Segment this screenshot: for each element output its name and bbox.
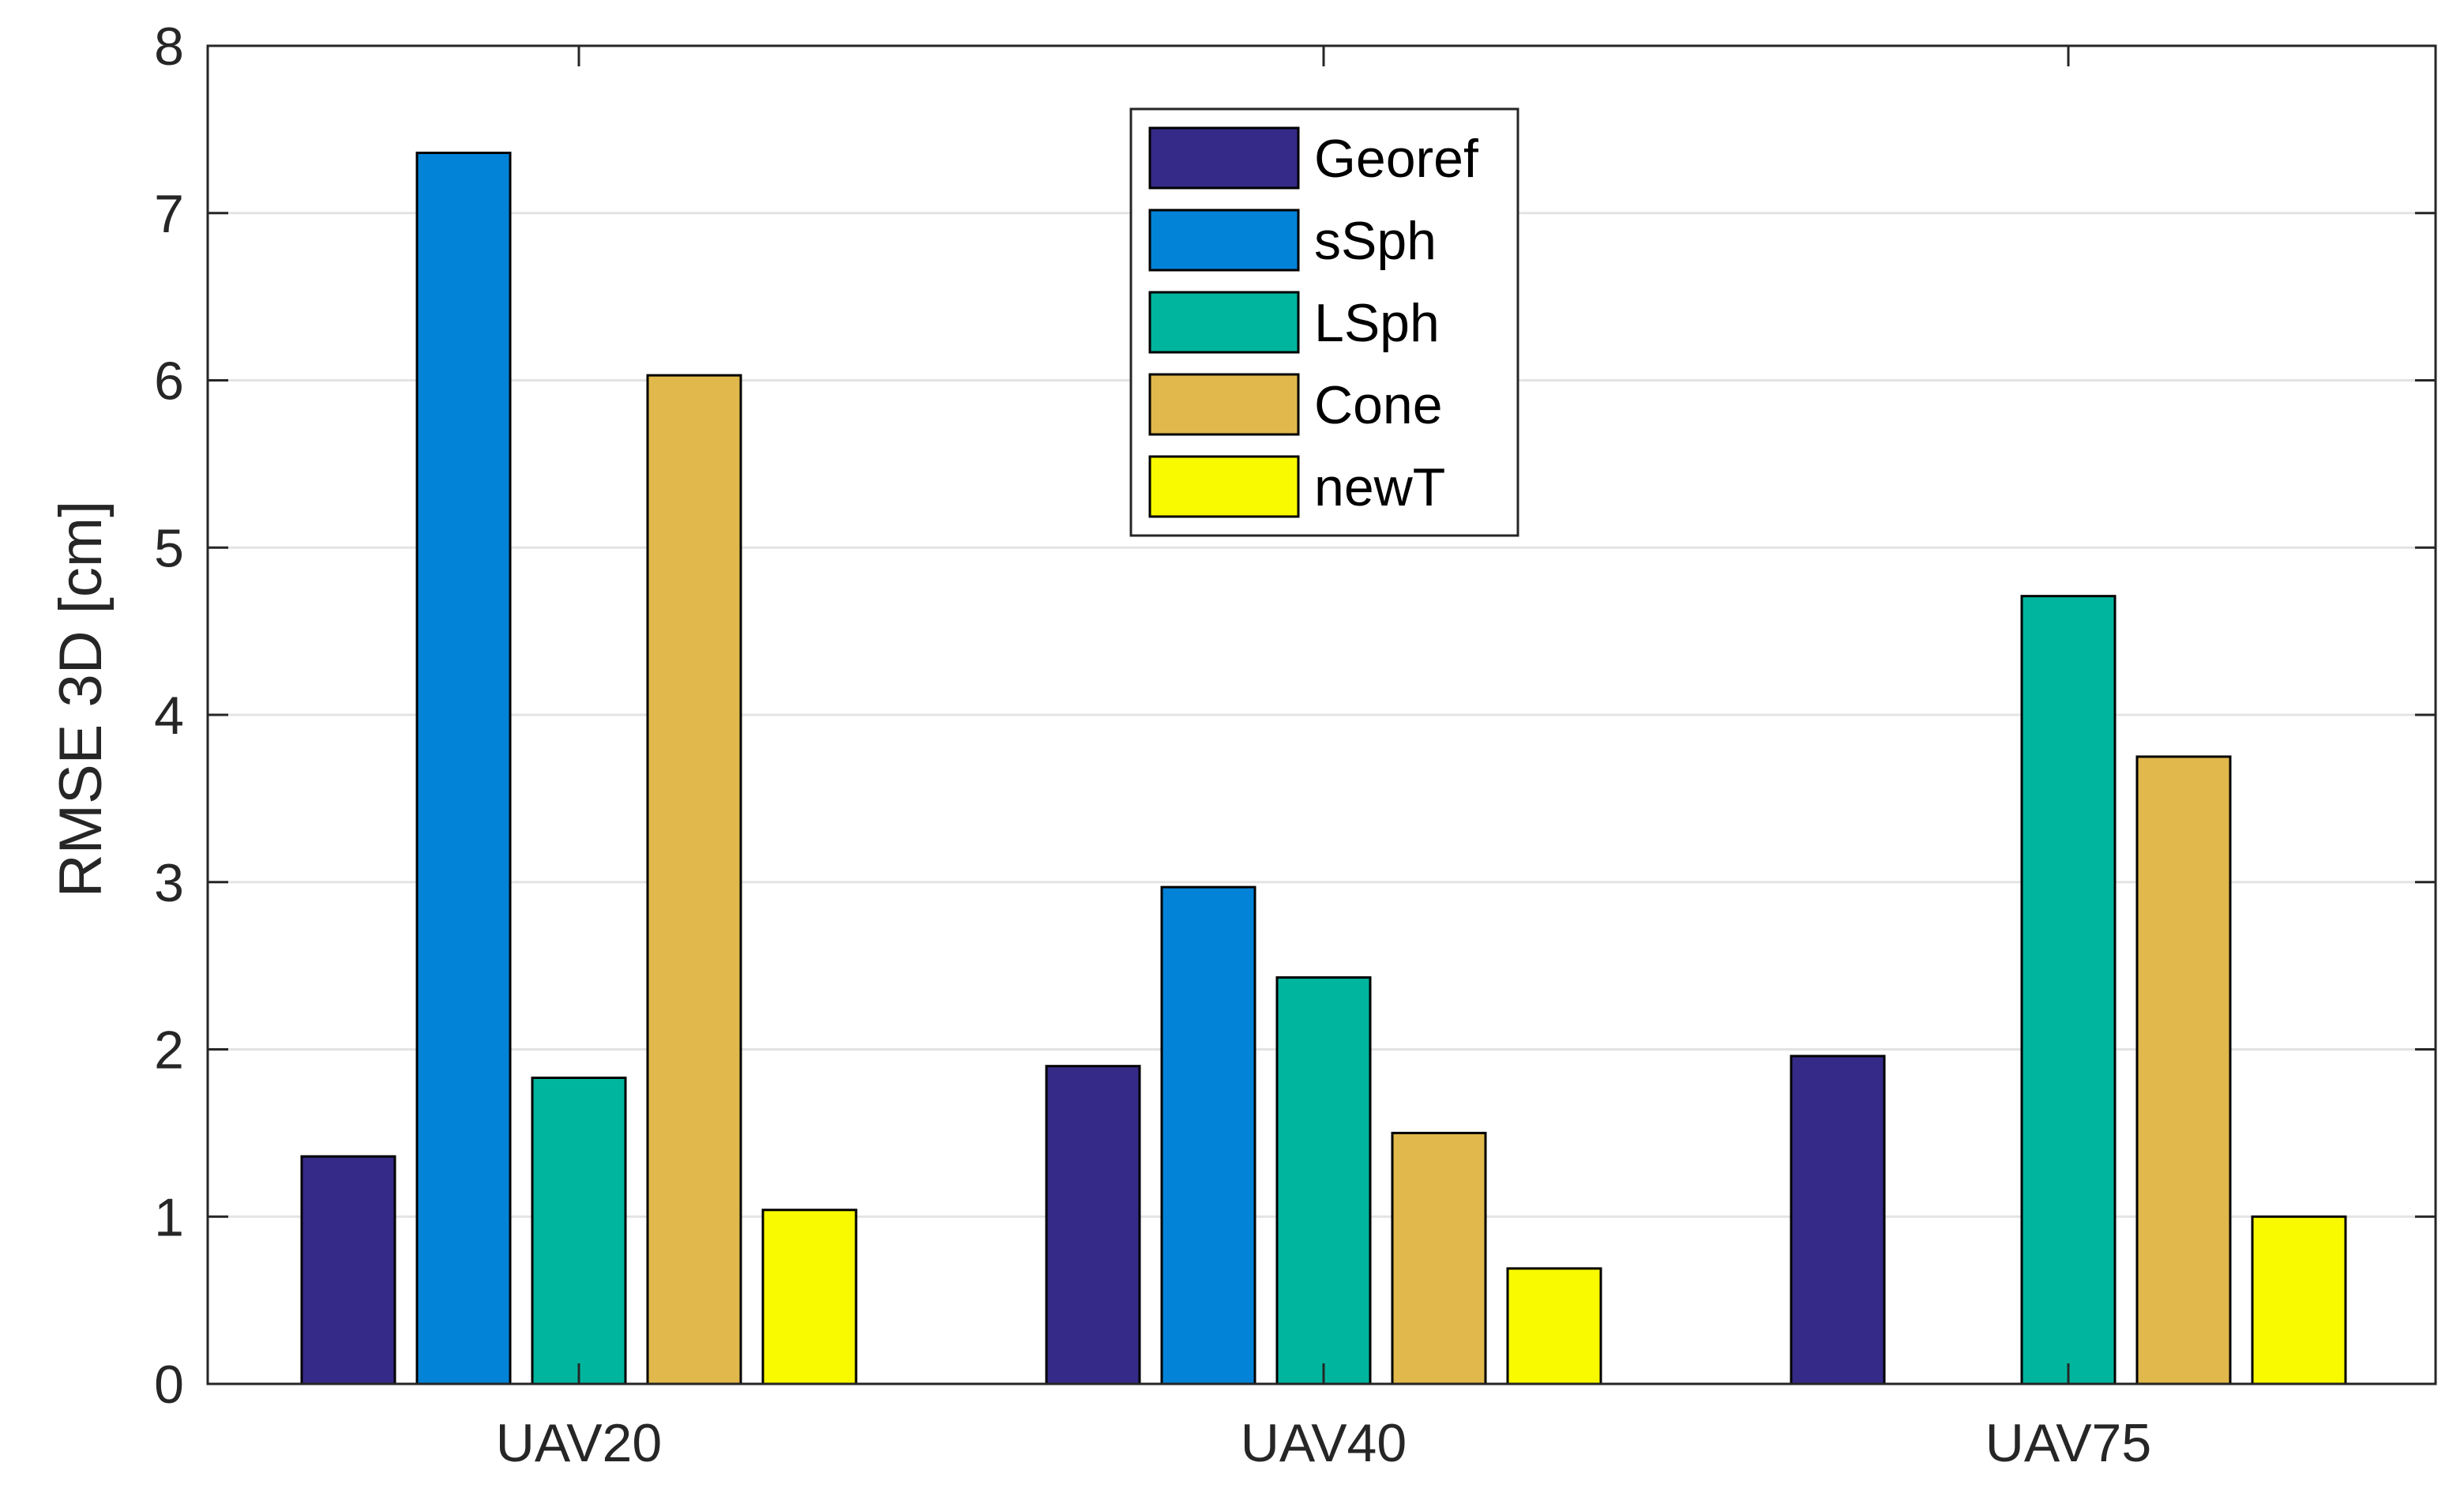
legend-label-ssph: sSph bbox=[1314, 211, 1437, 271]
bar-lsph-uav75 bbox=[2020, 595, 2117, 1385]
legend-items: Georef sSph LSph Cone newT bbox=[1148, 126, 1478, 518]
legend-label-cone: Cone bbox=[1314, 375, 1443, 435]
bar-lsph-uav40 bbox=[1275, 976, 1372, 1385]
legend-swatch-newt bbox=[1148, 455, 1300, 518]
bar-cone-uav40 bbox=[1391, 1131, 1487, 1385]
y-tick-label-4: 4 bbox=[154, 686, 184, 746]
bar-lsph-uav20 bbox=[531, 1076, 627, 1385]
legend: Georef sSph LSph Cone newT bbox=[1129, 107, 1519, 537]
x-tick-label-uav20: UAV20 bbox=[496, 1413, 662, 1473]
bar-newt-uav40 bbox=[1506, 1267, 1602, 1385]
y-axis-tick-labels: 0 1 2 3 4 5 6 7 8 bbox=[154, 17, 184, 1415]
bar-georef-uav40 bbox=[1045, 1065, 1141, 1385]
bars bbox=[300, 152, 2347, 1385]
y-tick-label-2: 2 bbox=[154, 1021, 184, 1081]
bar-newt-uav75 bbox=[2251, 1215, 2347, 1385]
y-tick-label-8: 8 bbox=[154, 17, 184, 77]
legend-label-lsph: LSph bbox=[1314, 293, 1440, 353]
x-tick-label-uav75: UAV75 bbox=[1985, 1413, 2151, 1473]
y-axis-label: RMSE 3D [cm] bbox=[47, 501, 115, 898]
x-axis-tick-labels: UAV20 UAV40 UAV75 bbox=[496, 1413, 2151, 1473]
y-tick-label-7: 7 bbox=[154, 184, 184, 244]
axis-ticks bbox=[208, 44, 2436, 1385]
bar-ssph-uav20 bbox=[415, 152, 512, 1385]
legend-swatch-ssph bbox=[1148, 209, 1300, 272]
bar-ssph-uav40 bbox=[1160, 885, 1256, 1385]
bar-newt-uav20 bbox=[761, 1209, 858, 1385]
bar-cone-uav20 bbox=[646, 374, 742, 1385]
bar-cone-uav75 bbox=[2135, 755, 2232, 1385]
y-tick-label-5: 5 bbox=[154, 518, 184, 578]
legend-label-georef: Georef bbox=[1314, 129, 1478, 189]
legend-label-newt: newT bbox=[1314, 457, 1445, 517]
y-tick-label-3: 3 bbox=[154, 853, 184, 913]
legend-swatch-cone bbox=[1148, 373, 1300, 436]
x-tick-label-uav40: UAV40 bbox=[1241, 1413, 1407, 1473]
y-tick-label-0: 0 bbox=[154, 1355, 184, 1415]
legend-swatch-georef bbox=[1148, 126, 1300, 190]
bar-georef-uav75 bbox=[1790, 1055, 1886, 1385]
bar-georef-uav20 bbox=[300, 1155, 396, 1385]
y-tick-label-6: 6 bbox=[154, 352, 184, 412]
legend-swatch-lsph bbox=[1148, 291, 1300, 354]
y-tick-label-1: 1 bbox=[154, 1187, 184, 1247]
